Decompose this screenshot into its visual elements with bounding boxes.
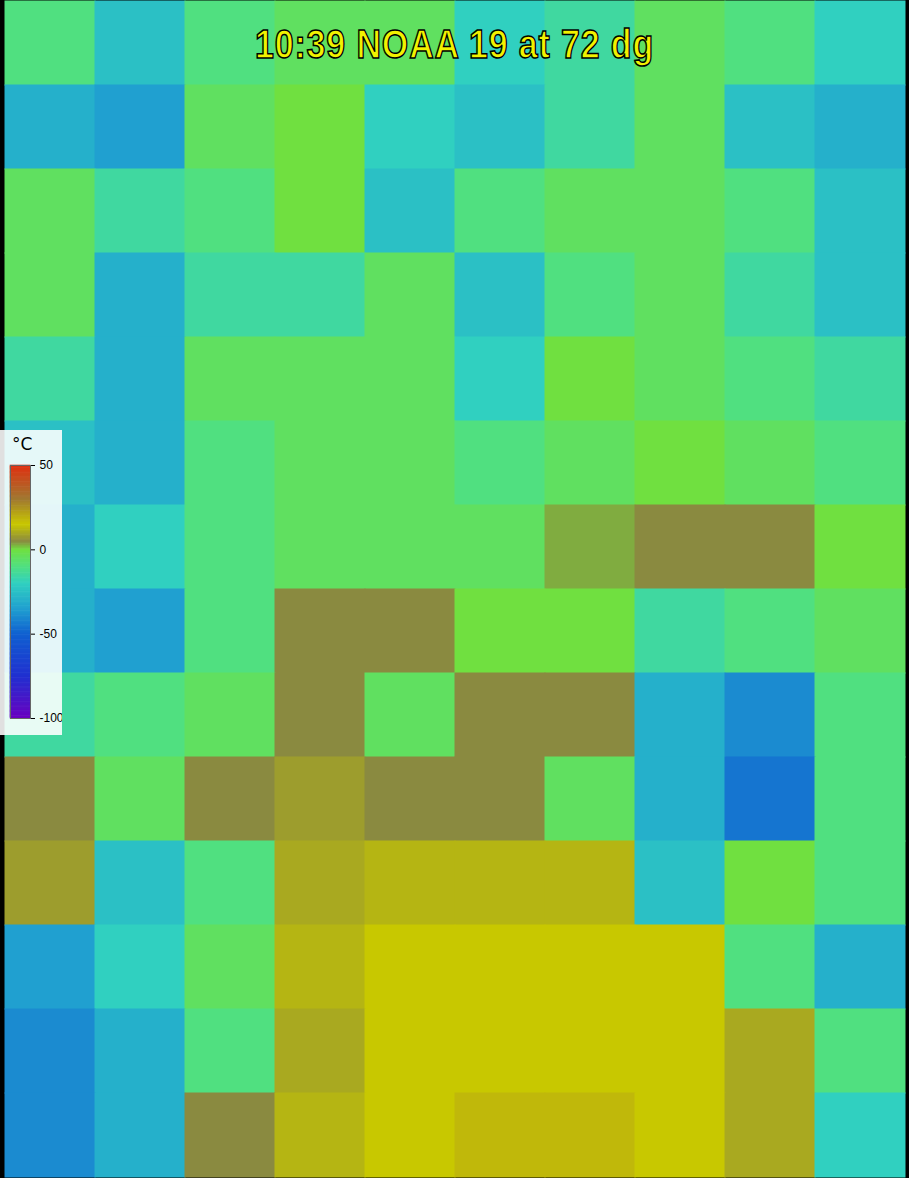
svg-text:0: 0 bbox=[40, 543, 47, 557]
html-text:10:39 NOAA 19 at 72 dg: 10:39 NOAA 19 at 72 dg bbox=[254, 22, 655, 66]
svg-text:-50: -50 bbox=[40, 627, 58, 641]
svg-text:-100: -100 bbox=[40, 711, 63, 725]
svg-text:50: 50 bbox=[40, 458, 54, 472]
html-text:°C: °C bbox=[12, 434, 33, 454]
